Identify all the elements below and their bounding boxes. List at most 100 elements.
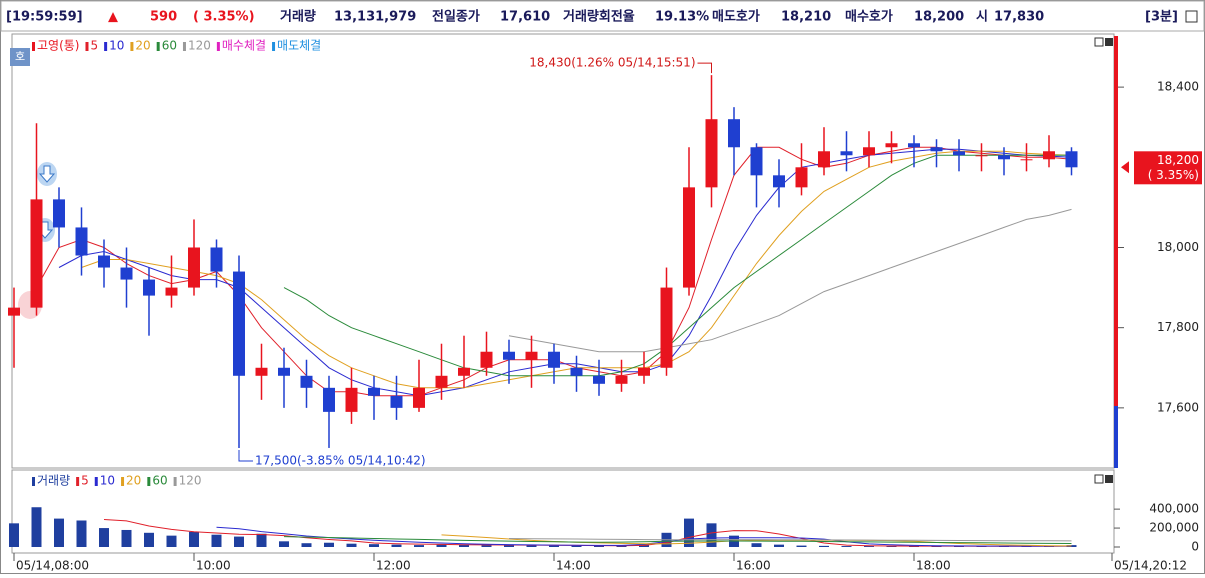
volume-bar	[751, 543, 762, 547]
panel-button[interactable]	[1094, 37, 1104, 47]
volume-bar	[54, 518, 64, 547]
window-button[interactable]	[1185, 10, 1198, 23]
volume-average	[508, 538, 1072, 542]
candle-body	[953, 151, 965, 156]
panel-buttons	[1094, 37, 1113, 484]
candle-body	[143, 279, 155, 296]
x-tick-label: 12:00	[376, 559, 411, 573]
candle-body	[795, 167, 808, 188]
legend-swatch	[173, 477, 177, 486]
field-value: 18,210	[781, 10, 831, 25]
candle-body	[323, 387, 335, 412]
order-button[interactable]	[10, 48, 30, 66]
x-tick-label: 05/14,08:00	[16, 559, 89, 573]
volume-bar	[571, 545, 582, 547]
y-tick-label: 17,600	[1157, 400, 1199, 414]
field-value: 17,830	[994, 10, 1044, 25]
candle-body	[660, 287, 673, 368]
candle-body	[840, 151, 853, 156]
volume-bar	[121, 529, 132, 547]
y-tick-label: 200,000	[1149, 521, 1199, 535]
price-strip-up	[1114, 36, 1118, 406]
candle-body	[368, 387, 380, 396]
legend-entry: 10	[100, 474, 115, 488]
field-label: 시	[976, 10, 988, 25]
candle-body	[683, 187, 695, 288]
legend-swatch	[121, 477, 125, 486]
candle-body	[863, 147, 875, 156]
legend-title: 거래량	[37, 474, 70, 488]
candle-body	[593, 375, 605, 384]
sell-signal	[38, 165, 56, 183]
legend-swatch	[94, 477, 98, 486]
volume-bar	[616, 545, 627, 547]
volume-bar	[234, 536, 244, 547]
volume-bar	[9, 523, 19, 547]
volume-bar	[504, 545, 514, 547]
volume-bar	[796, 545, 807, 547]
candle-body	[998, 155, 1010, 160]
volume-average	[216, 526, 1072, 547]
candle-body	[705, 119, 718, 188]
volume-bar	[436, 544, 447, 547]
y-tick-label: 0	[1191, 540, 1199, 554]
volume-bar	[931, 546, 942, 547]
volume-bar	[256, 533, 267, 547]
legend-swatch	[85, 42, 89, 51]
order-button-label[interactable]: 호	[15, 50, 25, 63]
candle-body	[413, 387, 425, 408]
y-tick-label: 17,800	[1157, 320, 1199, 334]
clock: [19:59:59]	[6, 10, 83, 25]
candle-body	[188, 247, 200, 288]
panel-button[interactable]	[1105, 38, 1113, 46]
moving-average	[58, 148, 1072, 397]
field-value: 18,200	[914, 10, 964, 25]
candle-body	[548, 351, 560, 368]
field-label: 전일종가	[432, 9, 480, 25]
legend-swatch	[272, 42, 276, 51]
volume-bar	[774, 544, 784, 547]
volume-bar	[864, 546, 874, 547]
interval[interactable]: [3분]	[1145, 10, 1178, 25]
candle-body	[278, 367, 290, 376]
volume-bar	[31, 507, 42, 547]
candle-body	[638, 367, 650, 376]
last-price-box	[1134, 151, 1202, 185]
annotation: 17,500(-3.85% 05/14,10:42)	[255, 453, 426, 467]
panel-button[interactable]	[1105, 475, 1113, 483]
candle-body	[1065, 151, 1078, 168]
candle-body	[525, 351, 538, 360]
volume-bar	[301, 543, 312, 547]
legend-entry: 60	[152, 474, 167, 488]
candle-body	[8, 307, 20, 316]
candle-body	[75, 227, 88, 256]
volume-bar	[481, 545, 492, 547]
volume-bar	[549, 545, 559, 547]
candle-body	[503, 351, 515, 360]
x-tick-label: 10:00	[196, 559, 231, 573]
legend-swatch	[104, 42, 108, 51]
annotation: 18,430(1.26% 05/14,15:51)	[529, 56, 695, 70]
candle-body	[30, 199, 43, 308]
candle-body	[480, 351, 493, 368]
legend-entry: 60	[162, 39, 177, 53]
candle-body	[818, 151, 830, 168]
candle-body	[435, 375, 448, 388]
panel-button[interactable]	[1094, 474, 1104, 484]
legend-swatch	[216, 42, 220, 51]
volume-bar	[166, 535, 177, 547]
candle-body	[255, 367, 268, 376]
legend-swatch	[156, 42, 160, 51]
candle-body	[53, 199, 65, 228]
volume-bar	[526, 545, 537, 547]
volume-average	[441, 534, 1072, 547]
candle-body	[930, 147, 943, 152]
legend-entry: 10	[109, 39, 124, 53]
volume-bar	[99, 528, 109, 547]
candle-body	[345, 387, 358, 412]
candle-body	[615, 375, 628, 384]
candle-body	[458, 367, 470, 376]
legend-entry: 120	[179, 474, 202, 488]
candle-body	[750, 147, 763, 176]
